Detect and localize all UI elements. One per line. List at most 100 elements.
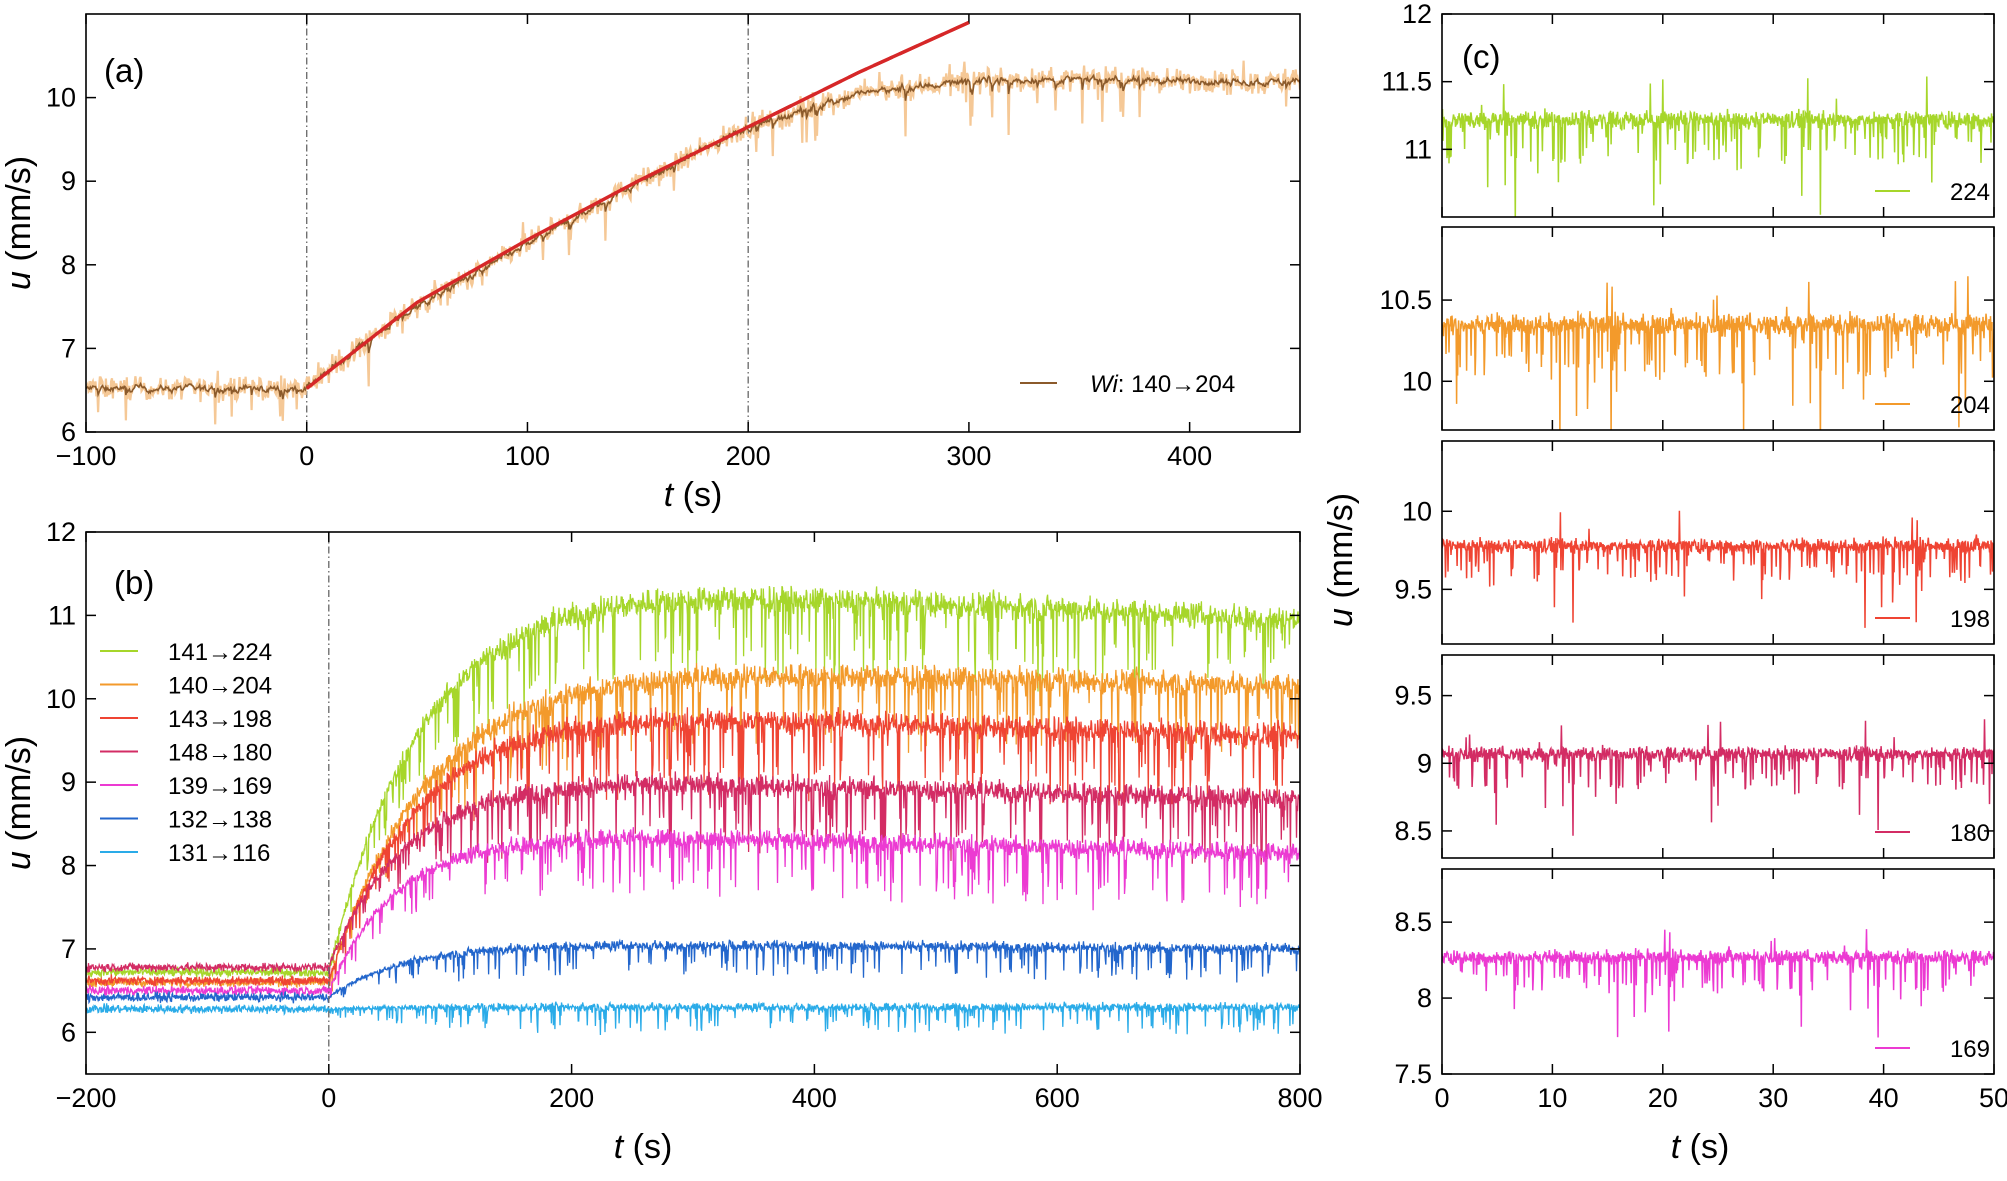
panel-c-ytick-label: 9 — [1417, 748, 1432, 778]
panel-a-ytick-label: 6 — [61, 417, 76, 447]
panel-a-ytick-label: 9 — [61, 166, 76, 196]
panel-c-ytick-label: 8.5 — [1394, 816, 1432, 846]
panel-c-legend-entry: 198 — [1950, 606, 1990, 633]
panel-b-label: (b) — [114, 564, 154, 601]
panel-c-series-line — [1442, 510, 1994, 628]
panel-a-series-smoothed — [86, 73, 1300, 400]
panel-c-series-line — [1442, 929, 1994, 1038]
panel-c-subplot-frame — [1441, 654, 1995, 859]
panel-b-series-line — [86, 706, 1300, 988]
panel-b-legend-entry: 141→224 — [168, 639, 272, 666]
panel-c-xlabel-var: t — [1671, 1128, 1682, 1166]
panel-c-subplot-plot-area — [1442, 276, 1994, 430]
panel-c-ytick-label: 8 — [1417, 983, 1432, 1013]
panel-b-xtick-label: 0 — [321, 1083, 336, 1113]
panel-c-xtick-label: 0 — [1434, 1083, 1449, 1113]
panel-c-series-line — [1442, 76, 1994, 217]
panel-b-frame — [85, 531, 1301, 1075]
panel-c-subplot-plot-area — [1442, 719, 1994, 836]
panel-b-ylabel-unit: (mm/s) — [0, 736, 38, 851]
panel-b-xtick-label: −200 — [56, 1083, 117, 1113]
panel-b-legend: 141→224 140→204 143→198 148→180 139→169 132→1… — [100, 639, 272, 867]
panel-b-ytick-label: 12 — [46, 517, 76, 547]
panel-b-ylabel: u (mm/s) — [0, 736, 38, 870]
panel-c-ytick-label: 10 — [1402, 366, 1432, 396]
panel-b-legend-entry: 132→138 — [168, 807, 272, 834]
panel-c-xtick-label: 40 — [1869, 1083, 1899, 1113]
panel-a-ytick-label: 8 — [61, 250, 76, 280]
panel-c-label: (c) — [1462, 38, 1500, 75]
panel-c-subplot-plot-area — [1442, 929, 1994, 1038]
panel-c-subplot: 9.5 10 198 — [1394, 440, 1995, 645]
panel-a-ylabel: u (mm/s) — [0, 156, 38, 290]
panel-a-legend-rest: : 140→204 — [1118, 371, 1235, 398]
panel-c: 11 11.5 12 224 10 10.5 204 9.5 10 198 8.5 9 9.5 180 0 1… — [1322, 0, 2007, 1166]
panel-b-xlabel-var: t — [614, 1128, 625, 1166]
panel-c-ytick-label: 12 — [1402, 0, 1432, 29]
panel-c-ytick-label: 7.5 — [1394, 1059, 1432, 1089]
panel-b-legend-entry: 140→204 — [168, 673, 272, 700]
panel-c-subplot: 10 10.5 204 — [1379, 226, 1995, 431]
panel-c-ytick-label: 10.5 — [1379, 285, 1432, 315]
panel-b-series-line — [86, 770, 1300, 980]
panel-b-ylabel-var: u — [0, 851, 38, 870]
panel-b: −200 0 200 400 600 800 6 7 8 9 10 11 12 141→224 140→2… — [0, 517, 1323, 1166]
panel-c-xlabel: t (s) — [1671, 1128, 1730, 1166]
panel-a-series-raw — [86, 60, 1300, 425]
panel-c-ytick-label: 9.5 — [1394, 681, 1432, 711]
panel-c-ylabel: u (mm/s) — [1322, 493, 1360, 627]
panel-b-ticks: −200 0 200 400 600 800 6 7 8 9 10 11 12 — [46, 517, 1323, 1113]
panel-b-ytick-label: 7 — [61, 934, 76, 964]
panel-c-ytick-label: 8.5 — [1394, 907, 1432, 937]
panel-a-fit-dashed — [747, 20, 970, 129]
panel-b-xtick-label: 400 — [792, 1083, 837, 1113]
panel-a-frame — [85, 13, 1301, 433]
panel-a-xtick-label: 0 — [299, 441, 314, 471]
panel-a-ylabel-var: u — [0, 271, 38, 290]
panel-a-xtick-label: 200 — [726, 441, 771, 471]
panel-a-fit-solid — [305, 20, 970, 390]
panel-c-ytick-label: 10 — [1402, 496, 1432, 526]
panel-b-legend-entry: 148→180 — [168, 740, 272, 767]
panel-b-ytick-label: 9 — [61, 767, 76, 797]
panel-b-series-line — [86, 1000, 1300, 1036]
panel-a-label: (a) — [104, 52, 144, 89]
panel-a-xtick-label: 300 — [946, 441, 991, 471]
panel-c-subplot-plot-area — [1442, 76, 1994, 217]
panel-c-ytick-label: 11.5 — [1381, 67, 1432, 97]
panel-c-xtick-label: 20 — [1648, 1083, 1678, 1113]
panel-b-xtick-label: 800 — [1277, 1083, 1322, 1113]
panel-c-legend-entry: 169 — [1950, 1036, 1990, 1063]
panel-c-series-line — [1442, 719, 1994, 836]
panel-c-xtick-label: 50 — [1979, 1083, 2007, 1113]
panel-c-legend-entry: 224 — [1950, 179, 1990, 206]
panel-c-subplot-plot-area — [1442, 510, 1994, 628]
panel-a-ylabel-unit: (mm/s) — [0, 156, 38, 271]
panel-c-ylabel-unit: (mm/s) — [1322, 493, 1360, 608]
panel-b-series-line — [86, 938, 1300, 1005]
panel-c-subplot-frame — [1441, 226, 1995, 431]
panel-b-series-line — [86, 827, 1300, 997]
panel-a-legend-entry: Wi: 140→204 — [1090, 371, 1235, 398]
panel-a-xlabel-var: t — [664, 476, 675, 514]
panel-c-xlabel-unit: (s) — [1680, 1128, 1729, 1166]
panel-a-plot-area — [86, 14, 1300, 432]
panel-c-legend-entry: 180 — [1950, 820, 1990, 847]
panel-c-legend-entry: 204 — [1950, 392, 1990, 419]
panel-c-subplots: 11 11.5 12 224 10 10.5 204 9.5 10 198 8.5 9 9.5 180 0 1… — [1379, 0, 2007, 1113]
panel-c-xtick-label: 30 — [1758, 1083, 1788, 1113]
panel-b-xtick-label: 600 — [1035, 1083, 1080, 1113]
panel-b-plot-area — [86, 532, 1300, 1074]
panel-a-ytick-label: 10 — [46, 83, 76, 113]
panel-c-ylabel-var: u — [1322, 608, 1360, 627]
panel-a-xlabel-unit: (s) — [673, 476, 722, 514]
panel-c-ytick-label: 9.5 — [1394, 574, 1432, 604]
panel-b-xlabel-unit: (s) — [623, 1128, 672, 1166]
panel-a-xtick-label: 400 — [1167, 441, 1212, 471]
panel-b-legend-entry: 143→198 — [168, 706, 272, 733]
panel-c-subplot: 11 11.5 12 224 — [1381, 0, 1995, 218]
panel-a-ticks: −100 0 100 200 300 400 6 7 8 9 10 — [46, 14, 1300, 471]
panel-a-legend-prefix: Wi — [1090, 371, 1118, 398]
